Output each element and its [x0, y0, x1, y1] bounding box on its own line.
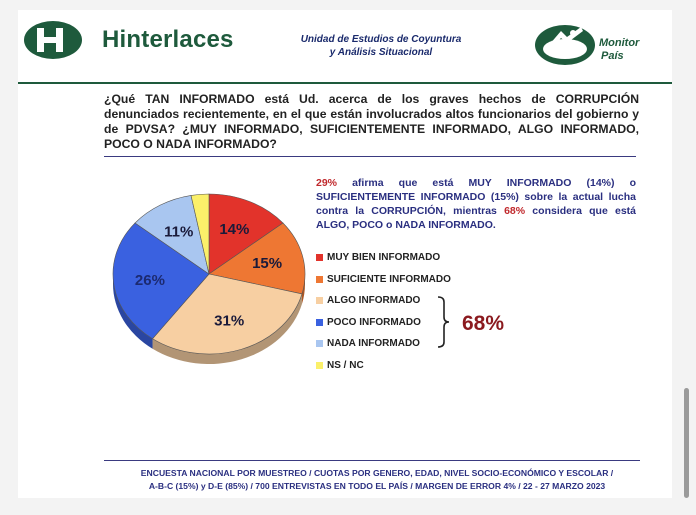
unit-title-line1: Unidad de Estudios de Coyuntura	[300, 34, 462, 45]
window-frame-bottom	[0, 498, 696, 515]
pie-label-3: 26%	[135, 272, 165, 289]
footer-line1: ENCUESTA NACIONAL POR MUESTREO / CUOTAS …	[140, 468, 614, 478]
pie-label-2: 31%	[214, 313, 244, 330]
brand-name: Hinterlaces	[102, 26, 234, 53]
pie-slice-3	[112, 222, 210, 340]
window-frame-top	[0, 0, 696, 10]
pie-label-4: 11%	[164, 223, 193, 240]
footer-date: 22 - 27 MARZO 2023	[523, 481, 606, 491]
legend-label: MUY BIEN INFORMADO	[327, 252, 441, 263]
scrollbar-thumb[interactable]	[684, 388, 689, 498]
pie-slice-4	[134, 195, 210, 275]
window-frame-left	[0, 0, 18, 515]
legend-label: NADA INFORMADO	[327, 338, 420, 349]
monitor-label-line2: País	[601, 50, 624, 62]
pie-slice-1	[208, 222, 306, 295]
pie-slice-0	[208, 193, 284, 275]
footer-line2: A-B-C (15%) y D-E (85%) / 700 ENTREVISTA…	[104, 480, 650, 493]
legend-label: SUFICIENTE INFORMADO	[327, 273, 451, 285]
legend-label: ALGO INFORMADO	[327, 295, 421, 306]
legend-label: POCO INFORMADO	[327, 316, 421, 328]
monitor-label-line1: Monitor	[599, 37, 640, 49]
summary-text-a: afirma que está MUY INFORMADO (14%) o SU…	[316, 177, 636, 217]
pie-slice-2	[152, 273, 303, 355]
footer-line2-text: A-B-C (15%) y D-E (85%) / 700 ENTREVISTA…	[148, 481, 524, 491]
grouping-brace-icon	[437, 296, 450, 348]
legend-swatch	[316, 318, 323, 326]
pie-wall-3	[113, 274, 153, 349]
legend-swatch	[316, 361, 323, 369]
pie-label-1: 15%	[252, 255, 282, 272]
unit-title-line2: y Análisis Situacional	[329, 47, 433, 58]
pie-slice-5	[190, 193, 210, 275]
legend-label: NS / NC	[327, 359, 364, 371]
survey-question: ¿Qué TAN INFORMADO está Ud. acerca de lo…	[104, 92, 639, 151]
summary-pct-uninformed: 68%	[504, 205, 526, 217]
pie-label-0: 14%	[219, 221, 249, 238]
legend-swatch	[316, 275, 323, 283]
hinterlaces-logo-icon	[24, 21, 82, 59]
summary-pct-informed: 29%	[316, 177, 338, 189]
legend-swatch	[316, 297, 323, 304]
summary-text: 29% afirma que está MUY INFORMADO (14%) …	[316, 176, 636, 232]
monitor-pais-logo-icon	[535, 25, 595, 65]
header-divider	[18, 82, 672, 84]
pie-label-5: 3%	[184, 186, 202, 187]
question-divider	[104, 156, 636, 157]
grouped-percentage: 68%	[462, 312, 505, 335]
unit-title: Unidad de Estudios de Coyuntura y Anális…	[276, 33, 486, 59]
pie-wall-2	[152, 293, 302, 364]
pie-chart: 14%15% 31% 26% 11% 3%	[112, 186, 306, 364]
legend-swatch	[316, 254, 323, 261]
footer-divider	[104, 460, 640, 461]
legend-swatch	[316, 340, 323, 347]
monitor-pais-label: Monitor País	[599, 37, 639, 63]
summary-text-b: considera que está ALGO, POCO o NADA INF…	[316, 205, 636, 231]
methodology-footer: ENCUESTA NACIONAL POR MUESTREO / CUOTAS …	[104, 467, 650, 493]
